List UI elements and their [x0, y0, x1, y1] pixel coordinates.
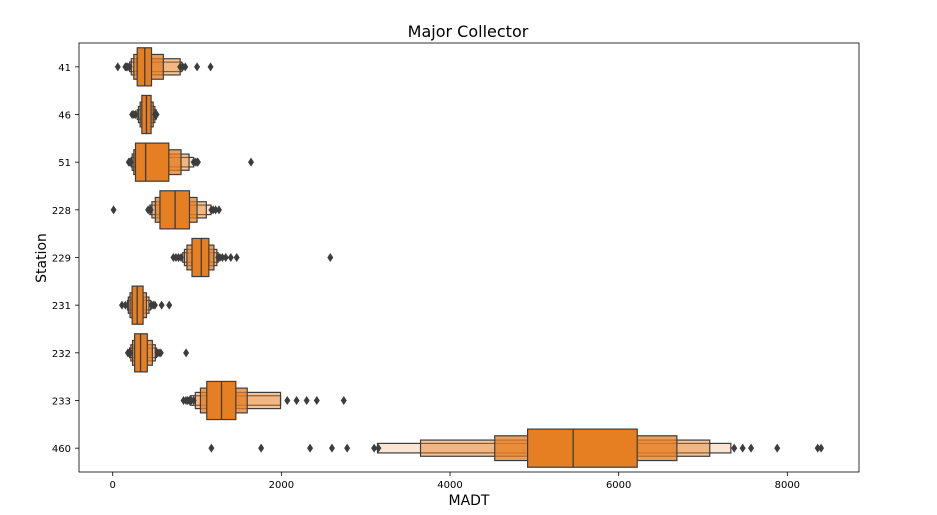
outlier-point	[127, 348, 134, 358]
y-tick-label: 46	[58, 111, 71, 122]
outlier-point	[327, 253, 334, 262]
boxen-group-229	[170, 237, 334, 278]
y-tick-label: 460	[52, 444, 71, 455]
boxen-box-level-1	[191, 237, 210, 278]
boxen-group-41	[114, 47, 214, 87]
outlier-point	[307, 443, 314, 453]
outlier-point	[340, 396, 347, 405]
plot-area	[110, 47, 825, 468]
outlier-point	[293, 396, 300, 405]
outlier-point	[158, 300, 165, 310]
outlier-point	[127, 157, 134, 167]
outlier-point	[215, 205, 222, 215]
x-tick-label: 2000	[269, 480, 294, 491]
y-tick-label: 231	[52, 301, 71, 312]
y-tick-label: 228	[52, 206, 71, 217]
outlier-point	[774, 443, 781, 453]
outlier-point	[166, 300, 173, 310]
outlier-point	[328, 443, 335, 453]
outlier-point	[110, 205, 117, 215]
outlier-point	[248, 157, 255, 167]
y-tick-label: 229	[52, 254, 71, 265]
outlier-point	[182, 62, 189, 72]
boxen-group-233	[180, 380, 347, 421]
outlier-point	[313, 396, 320, 405]
outlier-point	[219, 253, 226, 262]
boxen-group-46	[129, 94, 160, 135]
x-tick-label: 8000	[775, 480, 800, 491]
y-tick-label: 51	[58, 158, 71, 169]
outlier-point	[212, 205, 219, 215]
outlier-point	[194, 62, 201, 72]
outlier-point	[739, 443, 746, 453]
outlier-point	[119, 300, 126, 310]
boxen-group-232	[124, 333, 190, 373]
x-axis-label: MADT	[449, 493, 490, 509]
outlier-point	[303, 396, 310, 405]
outlier-point	[371, 443, 378, 453]
boxen-group-228	[110, 190, 222, 230]
y-axis-label: Station	[34, 233, 50, 283]
outlier-point	[258, 443, 265, 453]
outlier-point	[132, 110, 139, 119]
boxen-group-460	[208, 428, 825, 468]
y-tick-label: 232	[52, 349, 71, 360]
outlier-point	[190, 396, 197, 405]
outlier-point	[147, 205, 154, 215]
outlier-point	[153, 110, 160, 119]
outlier-point	[126, 62, 133, 72]
outlier-point	[284, 396, 291, 405]
x-tick-label: 4000	[437, 480, 462, 491]
y-axis: 41 46 51 228 229 231 232 233 460	[52, 63, 79, 455]
outlier-point	[233, 253, 240, 262]
outlier-point	[227, 253, 234, 262]
outlier-point	[151, 300, 158, 310]
outlier-point	[178, 253, 185, 262]
y-tick-label: 41	[58, 63, 71, 74]
outlier-point	[122, 300, 129, 310]
boxen-group-231	[119, 285, 173, 325]
x-axis: 0 2000 4000 6000 8000	[110, 472, 800, 491]
outlier-point	[818, 443, 825, 453]
outlier-point	[344, 443, 351, 453]
x-tick-label: 6000	[606, 480, 631, 491]
boxen-group-51	[125, 142, 255, 182]
chart-title: Major Collector	[408, 22, 529, 41]
outlier-point	[748, 443, 755, 453]
outlier-point	[731, 443, 738, 453]
outlier-point	[814, 443, 821, 453]
outlier-point	[222, 253, 229, 262]
outlier-point	[207, 62, 214, 72]
x-tick-label: 0	[110, 480, 116, 491]
outlier-point	[208, 443, 215, 453]
boxen-box-level-1	[134, 142, 170, 182]
outlier-point	[114, 62, 121, 72]
y-tick-label: 233	[52, 397, 71, 408]
outlier-point	[194, 157, 201, 167]
boxen-box-level-1	[527, 428, 638, 468]
outlier-point	[375, 443, 382, 453]
outlier-point	[157, 348, 164, 358]
outlier-point	[183, 348, 190, 358]
